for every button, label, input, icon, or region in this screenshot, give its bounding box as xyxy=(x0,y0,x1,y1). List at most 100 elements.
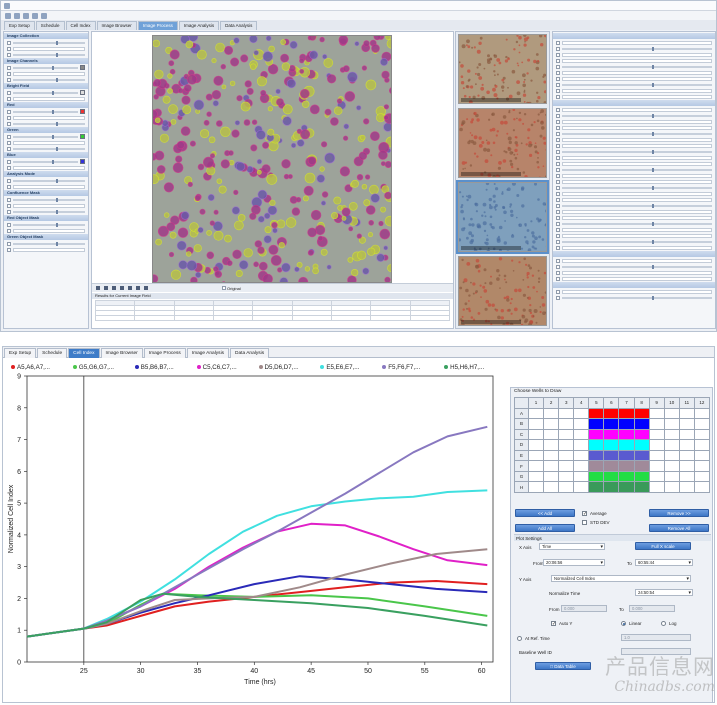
processing-field[interactable] xyxy=(562,209,712,214)
bottom-tab[interactable]: Image Process xyxy=(143,348,186,358)
processing-field[interactable] xyxy=(562,173,712,178)
well-cell[interactable] xyxy=(648,460,665,472)
processing-section-header[interactable] xyxy=(553,251,715,257)
well-cell[interactable] xyxy=(558,481,575,493)
well-cell[interactable] xyxy=(588,418,605,430)
well-cell[interactable] xyxy=(603,481,620,493)
processing-field[interactable] xyxy=(562,107,712,112)
processing-checkbox[interactable] xyxy=(556,107,560,112)
std-dev-checkbox[interactable] xyxy=(582,520,587,525)
processing-checkbox[interactable] xyxy=(556,227,560,232)
processing-slider[interactable] xyxy=(562,203,712,208)
toolbar-icon[interactable] xyxy=(5,12,11,19)
processing-checkbox[interactable] xyxy=(556,161,560,166)
processing-checkbox[interactable] xyxy=(556,88,560,93)
legend-item[interactable]: E5,E6,E7,... xyxy=(320,364,382,371)
well-cell[interactable] xyxy=(527,460,545,472)
panel-field[interactable] xyxy=(13,247,85,252)
well-cell[interactable] xyxy=(588,449,605,462)
well-cell[interactable] xyxy=(648,481,665,493)
prev-frame-icon[interactable] xyxy=(104,286,108,290)
panel-field[interactable] xyxy=(13,140,85,145)
processing-checkbox[interactable] xyxy=(556,197,560,202)
panel-field[interactable] xyxy=(13,96,85,101)
panel-slider[interactable] xyxy=(13,209,85,214)
image-thumbnail[interactable] xyxy=(456,180,549,254)
panel-checkbox[interactable] xyxy=(7,222,11,227)
processing-slider[interactable] xyxy=(562,295,712,300)
well-column-header[interactable]: 3 xyxy=(558,397,575,409)
panel-slider[interactable] xyxy=(13,90,78,95)
zoom-icon[interactable] xyxy=(136,286,140,290)
full-x-scale-button[interactable]: Full X scale xyxy=(635,542,691,550)
panel-checkbox[interactable] xyxy=(7,203,11,208)
legend-item[interactable]: A5,A6,A7,... xyxy=(11,364,73,371)
legend-item[interactable]: H5,H6,H7,... xyxy=(444,364,506,371)
well-cell[interactable] xyxy=(633,418,650,430)
panel-section-header[interactable]: Analysis Mode xyxy=(4,171,88,177)
well-row-header[interactable]: B xyxy=(514,418,529,430)
y-axis-select[interactable]: Normalized Cell Index xyxy=(551,575,691,582)
x-to-field[interactable]: 60:55:44 xyxy=(635,559,693,566)
processing-field[interactable] xyxy=(562,233,712,238)
processing-checkbox[interactable] xyxy=(556,40,560,45)
processing-field[interactable] xyxy=(562,70,712,75)
well-cell[interactable] xyxy=(663,481,680,493)
well-column-header[interactable]: 2 xyxy=(543,397,560,409)
channel-color-swatch[interactable] xyxy=(80,90,85,95)
well-column-header[interactable]: 5 xyxy=(588,397,605,409)
panel-checkbox[interactable] xyxy=(7,90,11,95)
panel-slider[interactable] xyxy=(13,52,85,57)
well-grid[interactable]: 1 2 3 4 5 6 7 8 9 10 11 12 A B C D E F G H xyxy=(514,397,711,493)
well-cell[interactable] xyxy=(527,449,545,462)
panel-field[interactable] xyxy=(13,71,85,76)
processing-checkbox[interactable] xyxy=(556,125,560,130)
well-cell[interactable] xyxy=(603,428,620,441)
processing-checkbox[interactable] xyxy=(556,209,560,214)
well-cell[interactable] xyxy=(618,481,635,493)
well-cell[interactable] xyxy=(543,428,560,441)
well-cell[interactable] xyxy=(663,428,680,441)
well-cell[interactable] xyxy=(588,428,605,441)
well-cell[interactable] xyxy=(573,460,590,472)
toolbar-icon[interactable] xyxy=(41,12,47,19)
processing-field[interactable] xyxy=(562,258,712,263)
processing-checkbox[interactable] xyxy=(556,191,560,196)
well-cell[interactable] xyxy=(543,460,560,472)
well-column-header[interactable]: 8 xyxy=(633,397,650,409)
well-cell[interactable] xyxy=(573,407,590,420)
well-cell[interactable] xyxy=(678,407,695,420)
panel-checkbox[interactable] xyxy=(7,115,11,120)
well-cell[interactable] xyxy=(558,418,575,430)
well-cell[interactable] xyxy=(648,418,665,430)
well-cell[interactable] xyxy=(678,449,695,462)
panel-slider[interactable] xyxy=(13,134,78,139)
processing-field[interactable] xyxy=(562,270,712,275)
well-cell[interactable] xyxy=(693,470,711,483)
processing-slider[interactable] xyxy=(562,82,712,87)
panel-section-header[interactable]: Image Collection xyxy=(4,33,88,39)
well-cell[interactable] xyxy=(633,449,650,462)
panel-checkbox[interactable] xyxy=(7,197,11,202)
panel-checkbox[interactable] xyxy=(7,65,11,70)
well-column-header[interactable]: 10 xyxy=(663,397,680,409)
well-column-header[interactable]: 7 xyxy=(618,397,635,409)
well-cell[interactable] xyxy=(543,481,560,493)
well-cell[interactable] xyxy=(648,470,665,483)
processing-checkbox[interactable] xyxy=(556,58,560,63)
normalize-time-field[interactable]: 24:50:54 xyxy=(635,589,693,596)
well-cell[interactable] xyxy=(693,481,711,493)
well-cell[interactable] xyxy=(527,481,545,493)
image-thumbnail[interactable] xyxy=(458,108,547,178)
well-cell[interactable] xyxy=(543,418,560,430)
panel-slider[interactable] xyxy=(13,197,85,202)
well-row-header[interactable]: G xyxy=(514,470,529,483)
processing-checkbox[interactable] xyxy=(556,113,560,118)
top-tab[interactable]: Schedule xyxy=(35,21,65,30)
top-tab[interactable]: Image Browser xyxy=(96,21,137,30)
legend-item[interactable]: D5,D6,D7,... xyxy=(258,364,321,371)
processing-slider[interactable] xyxy=(562,264,712,269)
processing-field[interactable] xyxy=(562,137,712,142)
well-cell[interactable] xyxy=(693,449,711,462)
panel-slider[interactable] xyxy=(13,146,85,151)
